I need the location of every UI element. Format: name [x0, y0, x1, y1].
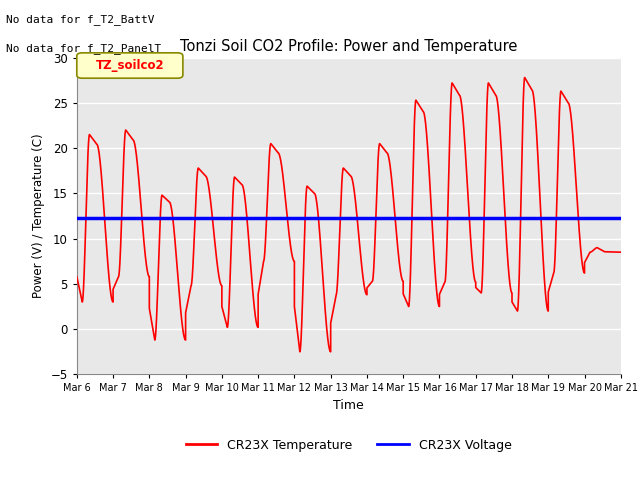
Text: TZ_soilco2: TZ_soilco2	[95, 59, 164, 72]
Text: No data for f_T2_BattV: No data for f_T2_BattV	[6, 14, 155, 25]
X-axis label: Time: Time	[333, 399, 364, 412]
Y-axis label: Power (V) / Temperature (C): Power (V) / Temperature (C)	[32, 134, 45, 298]
Legend: CR23X Temperature, CR23X Voltage: CR23X Temperature, CR23X Voltage	[181, 434, 516, 457]
Text: No data for f_T2_PanelT: No data for f_T2_PanelT	[6, 43, 162, 54]
Title: Tonzi Soil CO2 Profile: Power and Temperature: Tonzi Soil CO2 Profile: Power and Temper…	[180, 39, 518, 54]
FancyBboxPatch shape	[77, 53, 183, 78]
